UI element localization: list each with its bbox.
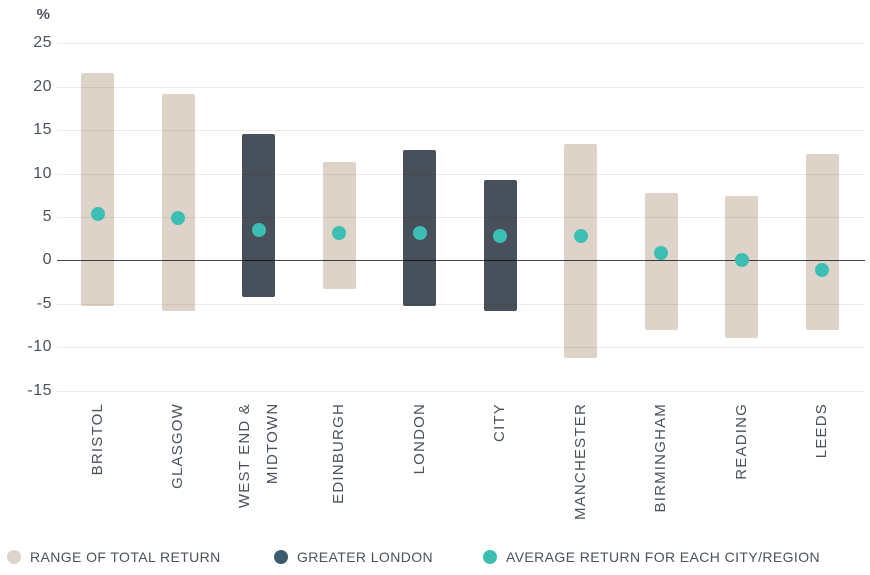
average-return-dot-edinburgh bbox=[332, 225, 346, 240]
category-label-leeds: LEEDS bbox=[772, 403, 870, 458]
average-return-dot-bristol bbox=[90, 207, 105, 222]
range-bar-manchester bbox=[564, 144, 597, 358]
average-return-dot-leeds bbox=[815, 262, 829, 277]
y-axis-unit-label: % bbox=[36, 6, 50, 23]
y-tick-label-15: 15 bbox=[33, 121, 52, 139]
gridline--10 bbox=[57, 347, 865, 349]
category-label-text: LONDON bbox=[410, 403, 428, 475]
category-label-text: BRISTOL bbox=[88, 403, 106, 476]
y-tick-label-20: 20 bbox=[33, 77, 52, 95]
range-bar-leeds bbox=[805, 153, 839, 330]
average-return-dot-reading bbox=[734, 253, 749, 268]
y-tick-label-25: 25 bbox=[33, 34, 52, 52]
legend-item-greater-london: GREATER LONDON bbox=[274, 548, 433, 566]
y-tick-label--10: -10 bbox=[27, 338, 52, 356]
gridline-15 bbox=[57, 130, 865, 132]
category-label-text: MANCHESTER bbox=[571, 403, 589, 521]
gridline--15 bbox=[57, 390, 865, 392]
gridline--5 bbox=[57, 303, 865, 305]
range-of-total-return-swatch-icon bbox=[7, 550, 21, 564]
greater-london-swatch-icon bbox=[274, 550, 288, 564]
y-tick-label--5: -5 bbox=[36, 294, 52, 312]
average-return-dot-manchester bbox=[573, 229, 588, 244]
y-tick-label--15: -15 bbox=[27, 381, 52, 399]
average-return-dot-glasgow bbox=[171, 210, 185, 225]
legend-item-average-return: AVERAGE RETURN FOR EACH CITY/REGION bbox=[483, 548, 820, 566]
gridline-25 bbox=[57, 43, 865, 45]
greater-london-bar-west-end-midtown bbox=[242, 133, 275, 297]
gridline-5 bbox=[57, 217, 865, 218]
average-return-dot-london bbox=[412, 226, 427, 241]
average-return-swatch-icon bbox=[483, 550, 497, 564]
category-label-text: WEST END & MIDTOWN bbox=[235, 403, 281, 509]
y-tick-label-5: 5 bbox=[42, 208, 52, 225]
legend-label-range-of-total-return: RANGE OF TOTAL RETURN bbox=[30, 549, 221, 565]
y-tick-label-0: 0 bbox=[42, 251, 52, 269]
category-label-text: LEEDS bbox=[813, 403, 831, 459]
zero-gridline bbox=[57, 260, 865, 262]
average-return-dot-city bbox=[493, 229, 507, 244]
y-tick-label-10: 10 bbox=[33, 164, 52, 182]
average-return-dot-west-end-midtown bbox=[251, 223, 266, 238]
category-label-text: READING bbox=[732, 403, 750, 480]
category-label-text: CITY bbox=[491, 403, 509, 442]
average-return-dot-birmingham bbox=[654, 246, 668, 261]
legend-label-average-return: AVERAGE RETURN FOR EACH CITY/REGION bbox=[506, 549, 820, 565]
chart-legend: RANGE OF TOTAL RETURN GREATER LONDON AVE… bbox=[0, 548, 870, 568]
category-label-text: EDINBURGH bbox=[330, 403, 348, 504]
range-bar-bristol bbox=[81, 72, 114, 307]
range-bar-glasgow bbox=[161, 93, 195, 311]
legend-item-range-of-total-return: RANGE OF TOTAL RETURN bbox=[7, 548, 221, 566]
legend-label-greater-london: GREATER LONDON bbox=[297, 549, 434, 565]
category-label-text: GLASGOW bbox=[169, 403, 187, 489]
gridline-20 bbox=[57, 86, 865, 88]
gridline-10 bbox=[57, 173, 865, 175]
category-label-text: BIRMINGHAM bbox=[652, 403, 670, 513]
greater-london-bar-city bbox=[483, 179, 517, 311]
